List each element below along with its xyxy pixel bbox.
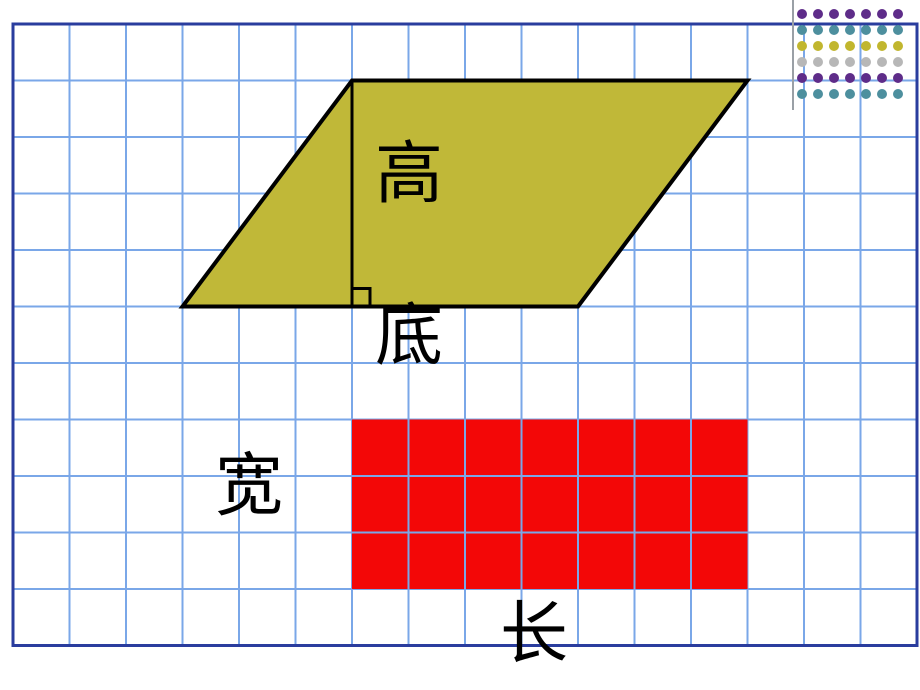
diagram-svg — [0, 0, 920, 690]
label-width: 宽 — [215, 452, 283, 520]
label-base: 底 — [375, 302, 443, 370]
label-height: 高 — [375, 140, 443, 208]
diagram-stage: 高 底 宽 长 — [0, 0, 920, 690]
label-length: 长 — [500, 600, 568, 668]
